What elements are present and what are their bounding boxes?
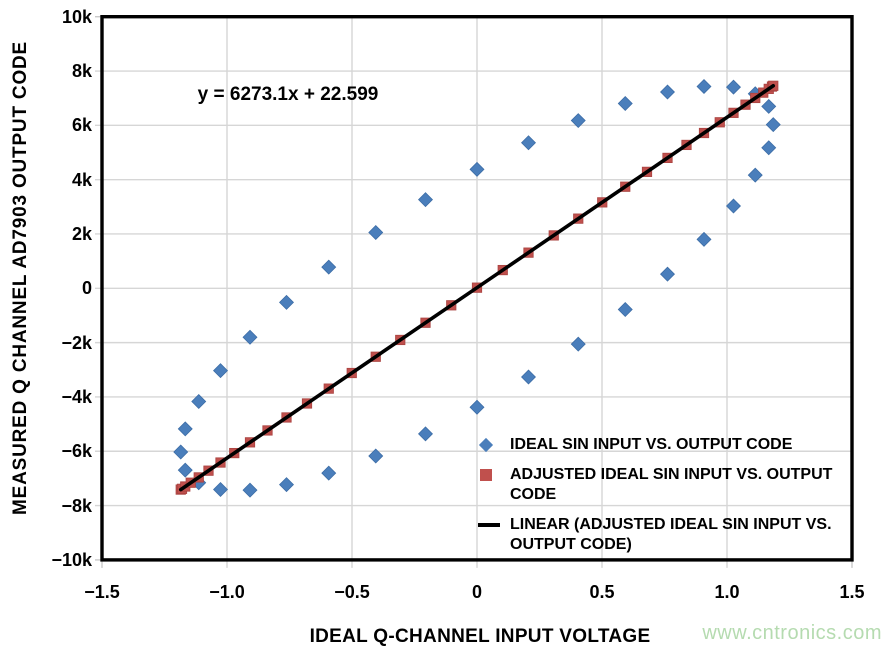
y-tick-label: 10k <box>61 6 92 27</box>
legend-item-ideal-sin: IDEAL SIN INPUT VS. OUTPUT CODE <box>478 435 838 456</box>
legend-item-adjusted-sin: ADJUSTED IDEAL SIN INPUT VS. OUTPUT CODE <box>478 465 838 506</box>
plot-frame <box>100 15 854 562</box>
ideal-sin-data-point <box>321 259 337 275</box>
ideal-sin-data-point <box>242 482 258 498</box>
ideal-sin-data-point <box>213 482 228 498</box>
ideal-sin-data-point <box>570 113 586 129</box>
ideal-sin-data-point <box>368 225 384 241</box>
x-tick-label: 0.5 <box>589 582 615 602</box>
legend-label: IDEAL SIN INPUT VS. OUTPUT CODE <box>510 436 793 453</box>
ideal-sin-data-point <box>279 477 294 493</box>
ideal-sin-data-point <box>726 198 741 214</box>
legend: IDEAL SIN INPUT VS. OUTPUT CODE ADJUSTED… <box>478 435 838 556</box>
ideal-sin-data-point <box>660 84 675 100</box>
ideal-sin-data-point <box>279 294 294 310</box>
trendline-equation-annotation: y = 6273.1x + 22.599 <box>197 84 379 105</box>
ideal-sin-data-point <box>469 161 485 177</box>
ideal-sin-data-point <box>696 231 712 247</box>
x-tick-label: −1.0 <box>209 582 245 602</box>
x-tick-label: 0 <box>471 582 483 602</box>
y-tick-label: 4k <box>71 169 92 190</box>
y-tick-label: −2k <box>61 332 92 353</box>
ideal-sin-data-point <box>696 78 712 94</box>
ideal-sin-data-point <box>242 329 258 345</box>
ideal-sin-data-point <box>173 444 189 460</box>
y-tick-label: −8k <box>61 495 92 516</box>
ideal-sin-data-point <box>418 426 433 442</box>
ideal-sin-data-point <box>177 462 193 478</box>
ideal-sin-data-point <box>368 448 384 464</box>
y-tick-label: 0 <box>81 278 92 299</box>
ideal-sin-data-point <box>617 95 633 111</box>
ideal-sin-data-point <box>617 301 633 317</box>
y-tick-label: 6k <box>71 115 92 136</box>
ideal-sin-data-point <box>469 399 485 415</box>
ideal-sin-data-point <box>747 167 763 183</box>
y-tick-label: −6k <box>61 441 92 462</box>
ideal-sin-data-point <box>191 393 207 409</box>
ideal-sin-data-point <box>660 266 675 282</box>
y-tick-label: 8k <box>71 61 92 82</box>
ideal-sin-data-point <box>213 363 228 379</box>
watermark: www.cntronics.com <box>702 622 882 644</box>
legend-label: ADJUSTED IDEAL SIN INPUT VS. OUTPUT CODE <box>510 465 833 504</box>
ideal-sin-data-point <box>177 421 193 437</box>
linear-trend-line <box>178 83 776 492</box>
x-tick-label: 1.5 <box>839 582 865 602</box>
ideal-sin-data-point <box>761 98 777 114</box>
x-axis-title: IDEAL Q-CHANNEL INPUT VOLTAGE <box>309 626 651 647</box>
ideal-sin-data-point <box>570 336 586 352</box>
legend-item-linear-fit: LINEAR (ADJUSTED IDEAL SIN INPUT VS. OUT… <box>478 515 838 556</box>
legend-label: LINEAR (ADJUSTED IDEAL SIN INPUT VS. OUT… <box>510 515 832 554</box>
ideal-sin-data-point <box>761 140 777 156</box>
x-tick-label: −0.5 <box>334 582 370 602</box>
line-marker-icon <box>478 522 500 527</box>
ideal-sin-data-point <box>521 369 536 385</box>
diamond-marker-icon <box>478 438 494 453</box>
x-tick-label: 1.0 <box>714 582 740 602</box>
ideal-sin-data-point <box>418 192 433 208</box>
square-marker-icon <box>480 468 492 481</box>
y-tick-label: −10k <box>51 549 92 570</box>
x-tick-label: −1.5 <box>84 582 120 602</box>
ideal-sin-data-point <box>521 135 536 151</box>
ideal-sin-data-point <box>765 117 781 133</box>
ideal-sin-data-point <box>321 465 337 481</box>
y-tick-label: 2k <box>71 223 92 244</box>
y-axis-title: MEASURED Q CHANNEL AD7903 OUTPUT CODE <box>10 40 31 516</box>
ideal-sin-data-point <box>726 79 741 95</box>
y-tick-label: −4k <box>61 386 92 407</box>
